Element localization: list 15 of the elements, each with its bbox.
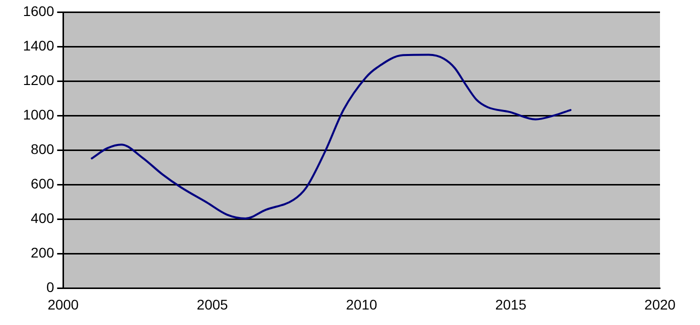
y-tick-label: 600 [30,175,54,192]
x-tick-label: 2005 [196,296,228,312]
x-tick-label: 2020 [644,296,676,312]
line-series [90,54,572,220]
y-tick-label: 1000 [22,106,54,122]
y-tick-label: 1600 [22,2,54,19]
y-tick-label: 0 [46,279,54,296]
y-tick-label: 800 [30,140,54,157]
y-tick-label: 400 [30,210,54,226]
y-tick-label: 1400 [22,37,54,54]
y-tick-label: 1200 [22,72,54,88]
x-tick-label: 2015 [495,296,527,312]
x-tick-label: 2010 [346,296,378,312]
x-tick-label: 2000 [48,296,79,312]
y-tick-label: 200 [30,244,54,261]
